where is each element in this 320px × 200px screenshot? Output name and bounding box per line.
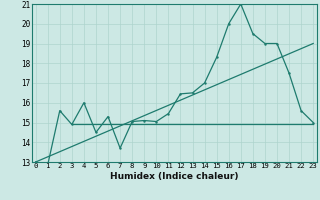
X-axis label: Humidex (Indice chaleur): Humidex (Indice chaleur) [110,172,239,181]
